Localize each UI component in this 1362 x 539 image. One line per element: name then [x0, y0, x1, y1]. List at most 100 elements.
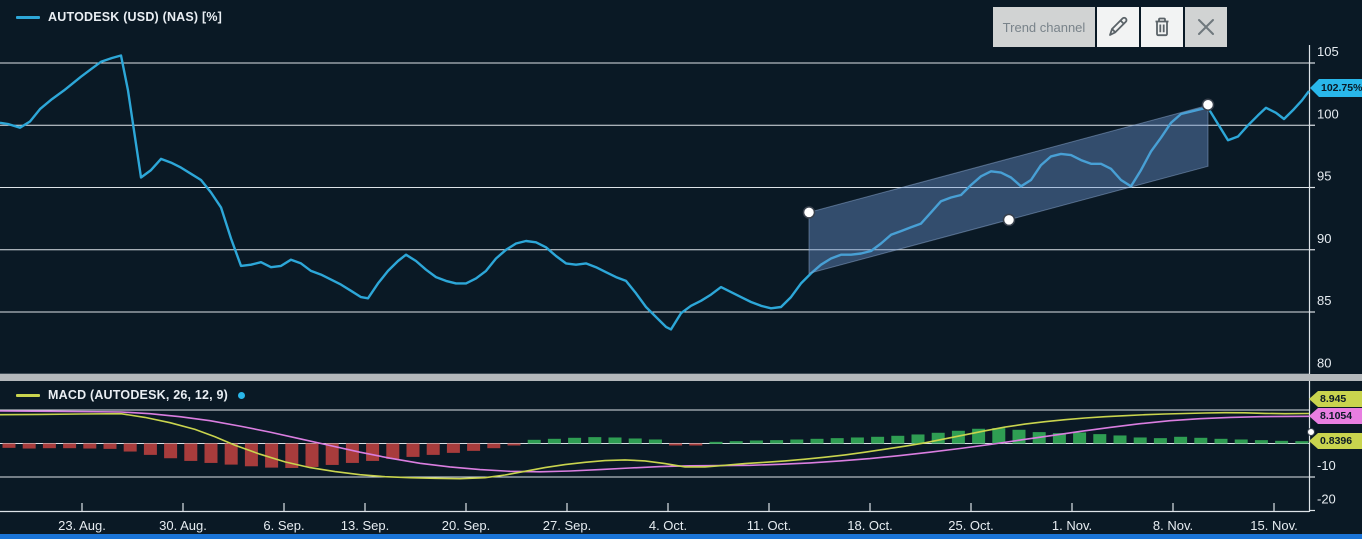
- macd-histogram-bar: [366, 443, 380, 461]
- macd-histogram-bar: [184, 443, 198, 461]
- macd-histogram-bar: [1153, 438, 1167, 444]
- macd-histogram-bar: [265, 443, 279, 468]
- macd-histogram-bar: [1295, 441, 1309, 444]
- macd-histogram-bar: [891, 435, 905, 444]
- macd-histogram-bar: [669, 443, 683, 446]
- macd-histogram-bar: [1093, 434, 1107, 444]
- macd-histogram-bar: [164, 443, 178, 459]
- macd-histogram-bar: [103, 443, 117, 449]
- macd-histogram-bar: [1073, 432, 1087, 444]
- x-axis-label: 30. Aug.: [159, 518, 207, 533]
- macd-histogram-bar: [1194, 437, 1208, 444]
- macd-histogram-bar: [911, 434, 925, 444]
- macd-histogram-bar: [325, 443, 339, 465]
- y-axis-label: 85: [1317, 293, 1331, 308]
- macd-line: [0, 411, 1310, 480]
- macd-histogram-bar: [527, 439, 541, 444]
- macd-histogram-bar: [729, 441, 743, 444]
- macd-histogram-bar: [1234, 439, 1248, 444]
- histogram-marker-dot[interactable]: [1307, 428, 1315, 436]
- macd-histogram-bar: [1275, 440, 1289, 444]
- macd-histogram-bar: [63, 443, 77, 449]
- macd-signal-line: [0, 410, 1310, 473]
- macd-histogram-bar: [224, 443, 238, 465]
- macd-histogram-bar: [871, 436, 885, 444]
- x-axis-label: 1. Nov.: [1052, 518, 1092, 533]
- x-axis-label: 25. Oct.: [948, 518, 994, 533]
- macd-legend: MACD (AUTODESK, 26, 12, 9): [16, 388, 246, 402]
- edit-button[interactable]: [1097, 7, 1139, 47]
- histogram-value-badge: 0.8396: [1309, 433, 1362, 449]
- main-series-legend: AUTODESK (USD) (NAS) [%]: [16, 10, 222, 24]
- panel-divider[interactable]: [0, 374, 1362, 381]
- x-axis-label: 4. Oct.: [649, 518, 687, 533]
- trend-channel-toolbar: Trend channel: [993, 7, 1227, 47]
- macd-histogram-bar: [951, 430, 965, 444]
- macd-indicator-dot: [238, 391, 246, 399]
- y-axis-label: 105: [1317, 44, 1339, 59]
- macd-histogram-bar: [2, 443, 16, 448]
- macd-histogram-bar: [1214, 438, 1228, 444]
- y-axis-label: 95: [1317, 169, 1331, 184]
- macd-histogram-bar: [628, 438, 642, 444]
- x-axis-label: 27. Sep.: [543, 518, 591, 533]
- macd-histogram-bar: [992, 428, 1006, 444]
- channel-handle[interactable]: [802, 206, 816, 219]
- x-axis-label: 13. Sep.: [341, 518, 389, 533]
- macd-histogram-bar: [345, 443, 359, 463]
- delete-button[interactable]: [1141, 7, 1183, 47]
- x-axis-label: 20. Sep.: [442, 518, 490, 533]
- macd-legend-label: MACD (AUTODESK, 26, 12, 9): [48, 388, 229, 402]
- macd-histogram-bar: [244, 443, 258, 467]
- channel-handle[interactable]: [1002, 213, 1016, 227]
- macd-histogram-bar: [204, 443, 218, 463]
- macd-histogram-bar: [830, 438, 844, 444]
- macd-histogram-bar: [507, 443, 521, 446]
- toolbar-title: Trend channel: [993, 7, 1095, 47]
- channel-handle[interactable]: [1201, 98, 1215, 111]
- macd-histogram-bar: [305, 443, 319, 467]
- x-icon: [1198, 19, 1214, 35]
- x-axis-label: 18. Oct.: [847, 518, 893, 533]
- macd-histogram-bar: [42, 443, 56, 449]
- macd-histogram-bar: [1174, 436, 1188, 444]
- macd-histogram-bar: [487, 443, 501, 449]
- macd-axis-label: -20: [1317, 492, 1336, 507]
- macd-histogram-bar: [568, 437, 582, 444]
- macd-histogram-bar: [770, 440, 784, 444]
- macd-histogram-bar: [467, 443, 481, 451]
- macd-histogram-bar: [931, 432, 945, 444]
- price-line-swatch: [16, 15, 40, 19]
- x-axis-label: 11. Oct.: [747, 518, 792, 533]
- bottom-accent-bar: [0, 534, 1362, 539]
- macd-histogram-bar: [689, 443, 703, 446]
- macd-histogram-bar: [1133, 437, 1147, 444]
- macd-histogram-bar: [406, 443, 420, 457]
- macd-histogram-bar: [850, 437, 864, 444]
- trend-channel[interactable]: [808, 104, 1209, 275]
- price-line: [0, 54, 1310, 331]
- macd-histogram-bar: [608, 437, 622, 444]
- macd-histogram-bar: [83, 443, 97, 449]
- x-axis-label: 8. Nov.: [1153, 518, 1193, 533]
- macd-value-badge: 8.945: [1309, 391, 1362, 407]
- macd-histogram-bar: [143, 443, 157, 455]
- close-button[interactable]: [1185, 7, 1227, 47]
- macd-histogram-bar: [446, 443, 460, 453]
- macd-axis-label: -10: [1317, 458, 1336, 473]
- macd-histogram-bar: [588, 437, 602, 444]
- macd-histogram-bar: [1052, 433, 1066, 444]
- macd-histogram-bar: [1254, 440, 1268, 444]
- macd-line-swatch: [16, 393, 40, 397]
- y-axis-label: 90: [1317, 231, 1331, 246]
- last-price-badge: 102.75%: [1310, 79, 1362, 97]
- macd-histogram-bar: [648, 439, 662, 444]
- x-axis-label: 6. Sep.: [263, 518, 304, 533]
- x-axis-label: 23. Aug.: [58, 518, 106, 533]
- macd-histogram-bar: [1113, 435, 1127, 444]
- macd-histogram-bar: [810, 438, 824, 444]
- macd-histogram-bar: [749, 440, 763, 444]
- x-axis-label: 15. Nov.: [1250, 518, 1297, 533]
